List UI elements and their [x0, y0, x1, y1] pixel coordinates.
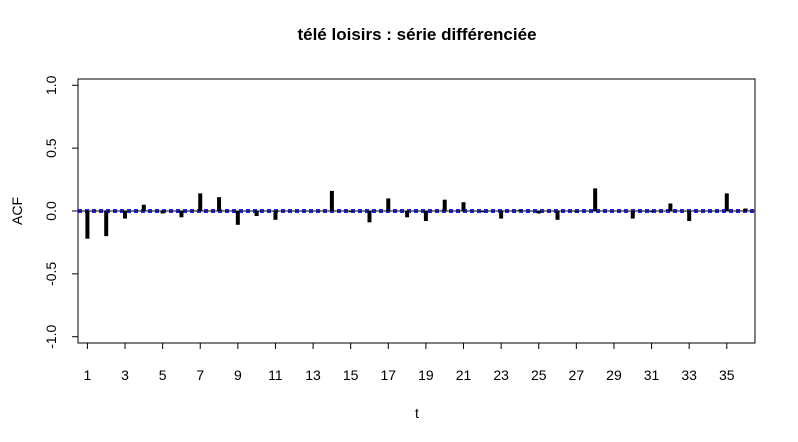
x-tick-label: 19	[418, 367, 434, 383]
x-tick-label: 5	[159, 367, 167, 383]
x-tick-label: 15	[343, 367, 359, 383]
y-axis: -1.0 -0.5 0.0 0.5 1.0	[43, 75, 78, 349]
x-tick-label: 13	[305, 367, 321, 383]
x-tick-label: 3	[121, 367, 129, 383]
y-tick-label: -0.5	[43, 262, 59, 286]
x-tick-label: 11	[268, 367, 283, 383]
y-tick-label: 1.0	[43, 75, 59, 95]
acf-bars	[85, 188, 748, 239]
x-tick-label: 7	[196, 367, 204, 383]
x-tick-label: 27	[569, 367, 585, 383]
confidence-bounds	[78, 209, 755, 213]
y-tick-label: 0.0	[43, 201, 59, 221]
x-tick-label: 33	[681, 367, 697, 383]
y-tick-label: -1.0	[43, 324, 59, 348]
x-tick-label: 17	[381, 367, 397, 383]
x-tick-label: 9	[234, 367, 242, 383]
x-tick-label: 31	[644, 367, 660, 383]
x-tick-label: 29	[606, 367, 622, 383]
x-tick-label: 35	[719, 367, 735, 383]
chart-title: télé loisirs : série différenciée	[297, 25, 536, 44]
x-axis-label: t	[415, 405, 419, 421]
y-axis-label: ACF	[9, 197, 25, 225]
x-axis: 1 3 5 7 9 11 13 15 17 19 21 23 25 27 29 31 33 35	[84, 343, 735, 383]
x-tick-label: 25	[531, 367, 547, 383]
x-tick-label: 1	[84, 367, 92, 383]
x-tick-label: 21	[456, 367, 472, 383]
y-tick-label: 0.5	[43, 138, 59, 158]
x-tick-label: 23	[493, 367, 509, 383]
